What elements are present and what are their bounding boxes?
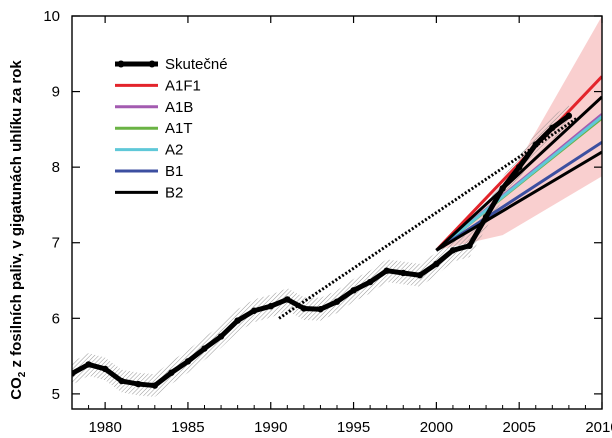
observed-point xyxy=(532,141,539,148)
legend-item-a1b: A1B xyxy=(115,99,193,116)
legend-marker xyxy=(148,60,156,68)
legend-item-a1t: A1T xyxy=(115,120,193,137)
observed-point xyxy=(565,112,573,119)
x-tick-label: 2010 xyxy=(585,419,612,436)
observed-point xyxy=(267,303,274,310)
legend-label: A1T xyxy=(165,120,193,137)
legend-label: Skutečné xyxy=(165,56,228,73)
x-axis: 1980 1985 1990 1995 2000 2005 2010 xyxy=(88,16,612,436)
observed-point xyxy=(250,307,258,314)
legend-item-skute-n-: Skutečné xyxy=(115,56,228,73)
observed-point xyxy=(234,317,241,324)
x-tick-label: 2005 xyxy=(503,419,536,436)
x-tick-label: 1990 xyxy=(254,419,287,436)
legend-item-b2: B2 xyxy=(115,184,183,201)
x-tick-label: 1980 xyxy=(88,419,121,436)
legend-item-a1f1: A1F1 xyxy=(115,77,201,94)
scenario-line-a2 xyxy=(435,115,602,252)
observed-point xyxy=(499,185,506,192)
observed-point xyxy=(449,247,457,254)
observed-point xyxy=(135,380,142,388)
observed-uncertainty-band xyxy=(72,104,569,397)
y-tick-label: 10 xyxy=(43,8,60,25)
observed-point xyxy=(317,306,324,313)
observed-point xyxy=(101,365,109,373)
observed-point xyxy=(515,163,523,171)
observed-point xyxy=(333,298,341,305)
observed-point xyxy=(482,213,490,221)
observed-point xyxy=(217,333,225,340)
legend-item-a2: A2 xyxy=(115,142,183,159)
observed-point xyxy=(350,287,357,294)
observed-point xyxy=(284,296,291,303)
y-axis-label-prefix: CO xyxy=(8,377,25,400)
legend-label: B1 xyxy=(165,163,183,180)
observed-point xyxy=(72,370,76,377)
observed-point xyxy=(168,369,175,376)
y-tick-label: 5 xyxy=(52,386,60,403)
observed-points xyxy=(72,112,573,389)
legend-marker xyxy=(117,60,125,68)
observed-point xyxy=(151,382,159,389)
x-tick-label: 2000 xyxy=(420,419,453,436)
y-axis: 5 6 7 8 9 10 xyxy=(43,8,602,403)
legend-label: B2 xyxy=(165,184,183,201)
observed-point xyxy=(201,345,208,352)
legend: Skutečné A1F1 A1B A1T A2 B1 B2 xyxy=(115,56,228,201)
y-axis-label: CO2 z fosilních paliv, v gigatunách uhlí… xyxy=(8,60,28,400)
y-tick-label: 6 xyxy=(52,310,60,327)
legend-item-b1: B1 xyxy=(115,163,183,180)
y-tick-label: 7 xyxy=(52,235,60,252)
y-tick-label: 8 xyxy=(52,159,60,176)
observed-point xyxy=(466,242,473,249)
y-axis-label-subscript: 2 xyxy=(17,371,28,377)
observed-point xyxy=(383,267,390,274)
scenario-band xyxy=(436,16,602,251)
legend-label: A1F1 xyxy=(165,77,201,94)
x-tick-label: 1995 xyxy=(337,419,370,436)
x-tick-label: 1985 xyxy=(171,419,204,436)
observed-point xyxy=(400,269,407,277)
observed-series-line xyxy=(72,113,571,389)
legend-label: A2 xyxy=(165,142,183,159)
observed-point xyxy=(118,377,125,385)
observed-point xyxy=(549,124,556,132)
observed-point xyxy=(416,272,424,279)
plot-area xyxy=(72,16,602,397)
scenario-line-b2 xyxy=(435,95,602,252)
y-axis-label-rest: z fosilních paliv, v gigatunách uhlíku z… xyxy=(8,60,25,372)
observed-point xyxy=(300,305,308,312)
legend-label: A1B xyxy=(165,99,193,116)
scenario-line-b2-lower xyxy=(435,150,602,252)
y-tick-label: 9 xyxy=(52,84,60,101)
observed-point xyxy=(85,361,92,368)
observed-point xyxy=(433,260,440,268)
observed-point xyxy=(366,278,374,286)
observed-point xyxy=(184,358,192,365)
